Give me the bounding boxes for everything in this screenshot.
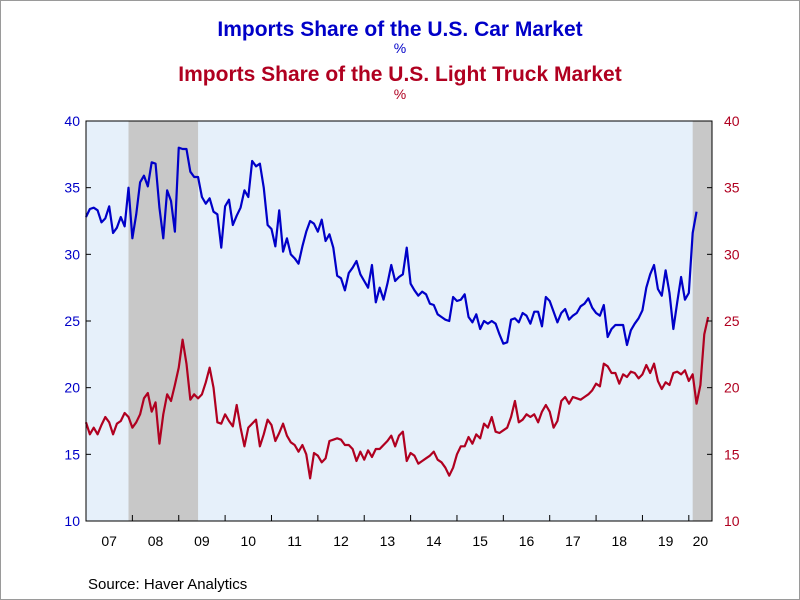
y-tick-label-right: 15 — [724, 446, 740, 462]
x-tick-label: 08 — [148, 533, 164, 549]
y-tick-label-right: 40 — [724, 113, 740, 129]
axes: 10 15 20 25 30 35 40 10 15 20 25 30 35 40 07 08 09 10 11 12… — [64, 113, 739, 549]
truck-import-share-line — [84, 316, 710, 480]
x-tick-label: 15 — [472, 533, 488, 549]
y-tick-label-right: 10 — [724, 513, 740, 529]
x-tick-label: 17 — [565, 533, 581, 549]
y-tick-label-left: 25 — [64, 313, 80, 329]
x-tick-label: 11 — [287, 533, 302, 549]
y-tick-label-right: 25 — [724, 313, 740, 329]
y-tick-label-left: 40 — [64, 113, 80, 129]
x-tick-label: 19 — [658, 533, 674, 549]
y-tick-label-right: 30 — [724, 246, 740, 262]
series-lines — [84, 146, 710, 480]
unit-label-truck: % — [393, 86, 407, 102]
x-tick-label: 07 — [101, 533, 117, 549]
x-tick-label: 14 — [426, 533, 442, 549]
recession-band — [692, 121, 712, 521]
x-tick-label: 12 — [333, 533, 349, 549]
x-tick-label: 09 — [194, 533, 210, 549]
y-tick-label-left: 15 — [64, 446, 80, 462]
recession-band — [128, 121, 199, 521]
x-tick-label: 16 — [519, 533, 535, 549]
x-tick-label: 18 — [611, 533, 627, 549]
y-tick-label-left: 20 — [64, 380, 80, 396]
y-tick-label-left: 10 — [64, 513, 80, 529]
chart-title-truck: Imports Share of the U.S. Light Truck Ma… — [178, 63, 622, 86]
y-tick-label-left: 30 — [64, 246, 80, 262]
y-tick-label-right: 35 — [724, 180, 740, 196]
y-tick-label-right: 20 — [724, 380, 740, 396]
car-import-share-line — [85, 146, 698, 347]
x-tick-label: 20 — [693, 533, 709, 549]
x-tick-label: 13 — [380, 533, 396, 549]
chart-title-car: Imports Share of the U.S. Car Market — [217, 18, 583, 41]
unit-label-car: % — [393, 40, 407, 56]
source-note: Source: Haver Analytics — [88, 576, 248, 593]
recession-shading — [128, 121, 712, 521]
x-tick-label: 10 — [241, 533, 257, 549]
y-tick-label-left: 35 — [64, 180, 80, 196]
